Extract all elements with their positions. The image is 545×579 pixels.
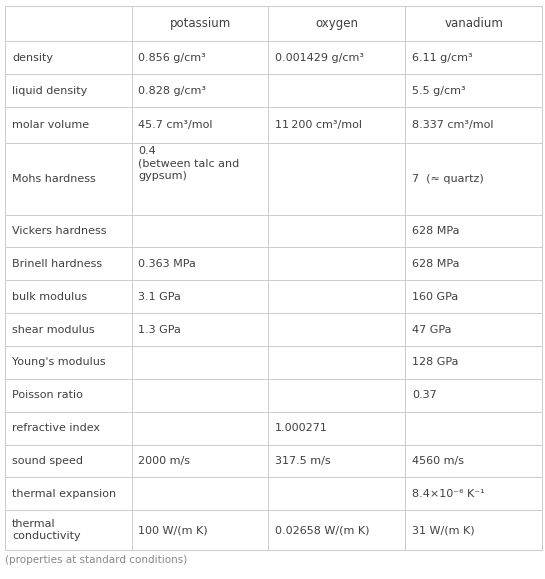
Text: 5.5 g/cm³: 5.5 g/cm³ <box>412 86 465 96</box>
Text: thermal expansion: thermal expansion <box>12 489 116 499</box>
Text: 8.4×10⁻⁶ K⁻¹: 8.4×10⁻⁶ K⁻¹ <box>412 489 485 499</box>
Text: Mohs hardness: Mohs hardness <box>12 174 96 184</box>
Text: 0.4
(between talc and
gypsum): 0.4 (between talc and gypsum) <box>138 146 239 181</box>
Text: 45.7 cm³/mol: 45.7 cm³/mol <box>138 120 213 130</box>
Text: (properties at standard conditions): (properties at standard conditions) <box>5 555 187 565</box>
Text: 628 MPa: 628 MPa <box>412 226 459 236</box>
Text: Brinell hardness: Brinell hardness <box>12 259 102 269</box>
Text: bulk modulus: bulk modulus <box>12 292 87 302</box>
Text: 8.337 cm³/mol: 8.337 cm³/mol <box>412 120 493 130</box>
Text: 128 GPa: 128 GPa <box>412 357 458 368</box>
Text: 1.000271: 1.000271 <box>275 423 328 433</box>
Text: refractive index: refractive index <box>12 423 100 433</box>
Text: molar volume: molar volume <box>12 120 89 130</box>
Text: 0.856 g/cm³: 0.856 g/cm³ <box>138 53 206 63</box>
Text: 3.1 GPa: 3.1 GPa <box>138 292 181 302</box>
Text: density: density <box>12 53 53 63</box>
Text: potassium: potassium <box>169 17 231 30</box>
Text: Young's modulus: Young's modulus <box>12 357 106 368</box>
Text: 160 GPa: 160 GPa <box>412 292 458 302</box>
Text: 628 MPa: 628 MPa <box>412 259 459 269</box>
Text: liquid density: liquid density <box>12 86 87 96</box>
Text: oxygen: oxygen <box>316 17 359 30</box>
Text: Vickers hardness: Vickers hardness <box>12 226 106 236</box>
Text: 100 W/(m K): 100 W/(m K) <box>138 525 208 535</box>
Text: vanadium: vanadium <box>444 17 503 30</box>
Text: 0.02658 W/(m K): 0.02658 W/(m K) <box>275 525 370 535</box>
Text: 0.363 MPa: 0.363 MPa <box>138 259 196 269</box>
Text: 11 200 cm³/mol: 11 200 cm³/mol <box>275 120 362 130</box>
Text: 0.828 g/cm³: 0.828 g/cm³ <box>138 86 206 96</box>
Text: 31 W/(m K): 31 W/(m K) <box>412 525 475 535</box>
Text: 0.001429 g/cm³: 0.001429 g/cm³ <box>275 53 364 63</box>
Text: 1.3 GPa: 1.3 GPa <box>138 325 181 335</box>
Text: sound speed: sound speed <box>12 456 83 466</box>
Text: thermal
conductivity: thermal conductivity <box>12 519 81 541</box>
Text: 47 GPa: 47 GPa <box>412 325 451 335</box>
Text: shear modulus: shear modulus <box>12 325 95 335</box>
Text: 6.11 g/cm³: 6.11 g/cm³ <box>412 53 473 63</box>
Text: 4560 m/s: 4560 m/s <box>412 456 464 466</box>
Text: 7  (≈ quartz): 7 (≈ quartz) <box>412 174 483 184</box>
Text: 317.5 m/s: 317.5 m/s <box>275 456 331 466</box>
Text: 2000 m/s: 2000 m/s <box>138 456 190 466</box>
Text: 0.37: 0.37 <box>412 390 437 400</box>
Text: Poisson ratio: Poisson ratio <box>12 390 83 400</box>
